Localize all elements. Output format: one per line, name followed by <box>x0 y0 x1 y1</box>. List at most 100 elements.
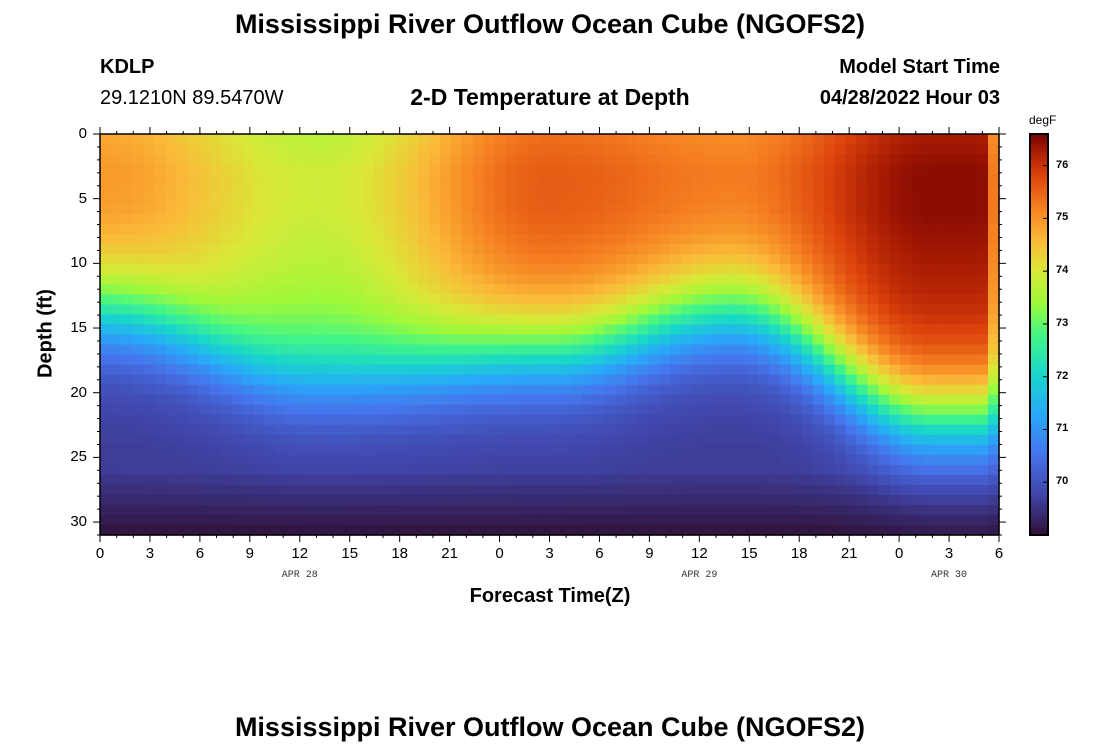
heatmap-cell <box>988 444 1000 456</box>
x-tick-label: 12 <box>291 545 309 562</box>
heatmap-cell <box>955 494 967 506</box>
heatmap-cell <box>812 454 825 466</box>
heatmap-cell <box>878 394 890 406</box>
heatmap-cell <box>768 274 781 285</box>
heatmap-cell <box>900 504 912 516</box>
heatmap-cell <box>812 304 825 316</box>
heatmap-cell <box>396 224 408 235</box>
heatmap-cell <box>330 204 342 215</box>
heatmap-cell <box>681 274 693 285</box>
heatmap-cell <box>692 444 704 456</box>
heatmap-cell <box>801 494 814 506</box>
heatmap-cell <box>505 414 518 426</box>
heatmap-cell <box>933 184 945 195</box>
heatmap-cell <box>922 464 934 476</box>
heatmap-cell <box>352 264 364 275</box>
heatmap-cell <box>560 404 573 416</box>
heatmap-cell <box>779 404 792 416</box>
heatmap-cell <box>681 404 693 416</box>
colorbar-segment <box>1030 160 1048 165</box>
heatmap-cell <box>308 384 320 396</box>
heatmap-cell <box>198 274 211 285</box>
heatmap-cell <box>911 334 923 346</box>
heatmap-cell <box>582 334 594 346</box>
heatmap-cell <box>396 434 408 446</box>
heatmap-cell <box>900 414 912 426</box>
heatmap-cell <box>922 274 934 285</box>
heatmap-cell <box>571 184 583 195</box>
heatmap-cell <box>110 414 123 426</box>
heatmap-cell <box>626 364 638 376</box>
heatmap-cell <box>428 274 441 285</box>
heatmap-cell <box>834 294 847 306</box>
heatmap-cell <box>286 464 298 476</box>
heatmap-cell <box>867 504 879 516</box>
heatmap-cell <box>977 314 989 326</box>
heatmap-cell <box>132 144 145 155</box>
heatmap-cell <box>779 434 792 446</box>
heatmap-cell <box>385 474 397 486</box>
heatmap-cell <box>319 154 331 165</box>
x-tick-label: 21 <box>840 545 858 562</box>
heatmap-cell <box>549 214 562 225</box>
heatmap-cell <box>768 344 781 356</box>
heatmap-cell <box>286 524 298 536</box>
heatmap-cell <box>746 364 759 376</box>
heatmap-cell <box>396 174 408 185</box>
heatmap-cell <box>779 484 792 496</box>
heatmap-cell <box>834 344 847 356</box>
heatmap-cell <box>472 154 485 165</box>
date-label: APR 30 <box>931 570 968 581</box>
heatmap-cell <box>637 224 649 235</box>
heatmap-cell <box>483 404 496 416</box>
heatmap-cell <box>154 364 167 376</box>
heatmap-cell <box>626 434 638 446</box>
heatmap-cell <box>867 404 879 416</box>
heatmap-cell <box>681 134 693 145</box>
heatmap-cell <box>713 474 726 486</box>
heatmap-cell <box>801 134 814 145</box>
heatmap-cell <box>352 484 364 496</box>
heatmap-cell <box>812 264 825 275</box>
heatmap-cell <box>330 134 342 145</box>
heatmap-cell <box>702 414 715 426</box>
heatmap-cell <box>527 414 540 426</box>
heatmap-cell <box>450 484 463 496</box>
heatmap-cell <box>933 324 945 336</box>
heatmap-cell <box>330 314 342 326</box>
heatmap-cell <box>911 234 923 245</box>
heatmap-cell <box>659 294 671 306</box>
heatmap-cell <box>801 514 814 526</box>
heatmap-cell <box>889 164 901 175</box>
heatmap-cell <box>834 354 847 366</box>
heatmap-cell <box>505 504 518 516</box>
heatmap-cell <box>933 204 945 215</box>
heatmap-cell <box>582 504 594 516</box>
heatmap-cell <box>834 424 847 436</box>
heatmap-cell <box>132 454 145 466</box>
heatmap-cell <box>878 384 890 396</box>
heatmap-cell <box>143 204 156 215</box>
heatmap-cell <box>121 154 134 165</box>
heatmap-cell <box>988 494 1000 506</box>
heatmap-cell <box>757 234 770 245</box>
heatmap-cell <box>955 274 967 285</box>
heatmap-cell <box>681 514 693 526</box>
heatmap-cell <box>187 424 200 436</box>
heatmap-cell <box>867 464 879 476</box>
heatmap-cell <box>692 374 704 386</box>
heatmap-cell <box>856 384 869 396</box>
heatmap-cell <box>165 394 178 406</box>
heatmap-cell <box>341 224 353 235</box>
heatmap-cell <box>319 254 331 265</box>
heatmap-cell <box>209 254 222 265</box>
heatmap-cell <box>209 504 222 516</box>
heatmap-cell <box>417 224 430 235</box>
heatmap-cell <box>154 354 167 366</box>
heatmap-cell <box>396 264 408 275</box>
heatmap-cell <box>352 294 364 306</box>
heatmap-cell <box>593 264 605 275</box>
heatmap-cell <box>604 324 616 336</box>
heatmap-cell <box>812 134 825 145</box>
heatmap-cell <box>560 354 573 366</box>
